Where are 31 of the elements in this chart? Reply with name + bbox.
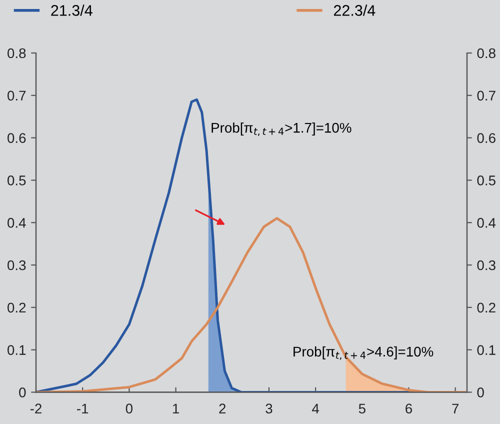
x-tick-label: 2 xyxy=(219,404,226,414)
y2-tick-label: 0.1 xyxy=(477,345,496,355)
x-tick-label: 7 xyxy=(452,404,459,414)
y2-tick-label: 0.4 xyxy=(477,218,496,228)
y-tick-label: 0.7 xyxy=(8,90,26,101)
y2-tick-label: 0.7 xyxy=(477,90,496,101)
x-tick-label: -1 xyxy=(77,404,88,414)
y-tick-label: 0.3 xyxy=(8,260,26,270)
legend-label: 22.3/4 xyxy=(334,4,376,16)
y2-tick-label: 0.6 xyxy=(477,133,496,143)
y2-tick-label: 0.3 xyxy=(477,260,496,270)
y-tick-label: 0.2 xyxy=(8,302,26,313)
y2-tick-label: 0.8 xyxy=(477,48,496,58)
y2-tick-label: 0.5 xyxy=(477,176,496,186)
x-tick-label: 4 xyxy=(312,404,320,414)
x-tick-label: 0 xyxy=(126,404,133,414)
x-tick-label: 6 xyxy=(406,404,412,414)
legend-label: 21.3/4 xyxy=(51,4,92,16)
annotation: Prob[π$_{t,t+4}$>1.7]=10% xyxy=(212,122,352,136)
y-tick-label: 0.6 xyxy=(8,133,26,143)
x-tick-label: 3 xyxy=(266,404,272,414)
x-tick-label: -2 xyxy=(30,404,42,414)
x-tick-label: 5 xyxy=(358,404,366,414)
y2-tick-label: 0 xyxy=(477,388,484,398)
y-tick-label: 0.4 xyxy=(8,218,26,228)
y2-tick-label: 0.2 xyxy=(477,302,496,313)
y-tick-label: 0.8 xyxy=(8,48,26,58)
y-tick-label: 0.5 xyxy=(8,176,26,186)
x-tick-label: 1 xyxy=(172,404,179,414)
y-tick-label: 0 xyxy=(19,388,26,398)
y-tick-label: 0.1 xyxy=(8,345,26,355)
